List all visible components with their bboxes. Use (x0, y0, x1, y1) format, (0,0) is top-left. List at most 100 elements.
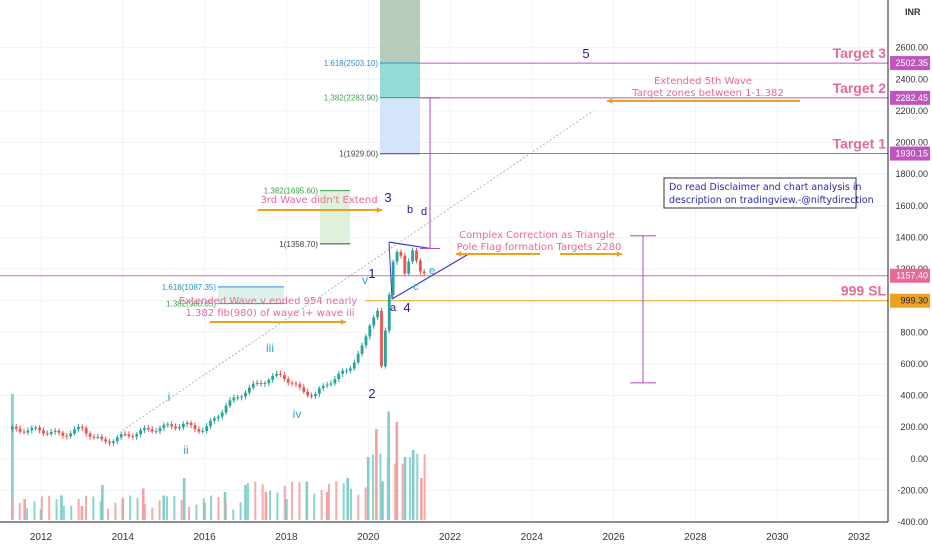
candle-body (259, 382, 263, 384)
time-tick-label: 2014 (112, 532, 135, 543)
fib-zone-1 (380, 97, 420, 154)
fib-level-label: 1.382(1695.60) (264, 187, 319, 196)
wave-label-major: 3 (384, 190, 391, 205)
candle-body (251, 383, 255, 388)
candle-body (84, 428, 88, 434)
volume-bar (80, 506, 84, 520)
volume-bar (305, 486, 308, 520)
wave-label-triangle: c (413, 281, 419, 293)
candle-body (360, 345, 364, 354)
time-tick-label: 2030 (766, 532, 789, 543)
candle-body (352, 362, 356, 369)
wave-label-minor: ii (183, 443, 188, 457)
volume-bar (188, 506, 191, 520)
grid (0, 0, 888, 523)
candle-body (158, 428, 162, 432)
annotation-correction-2: Pole Flag formation Targets 2280 (457, 242, 622, 253)
fib-zone-low (218, 286, 284, 304)
volume-bar (386, 457, 389, 520)
wave-label-triangle: d (421, 206, 427, 218)
candle-body (321, 385, 325, 389)
candle-body (92, 436, 96, 438)
candle-body (201, 430, 205, 432)
volume-bar (411, 450, 415, 520)
volume-bar (210, 495, 213, 520)
volume-bar (244, 485, 247, 520)
volume-bar (202, 498, 205, 520)
candle-body (61, 432, 65, 436)
time-tick-label: 2018 (275, 532, 298, 543)
volume-bar (151, 507, 154, 520)
annotation-5th-2: Target zones between 1-1.382 (631, 88, 783, 99)
candle-body (228, 400, 232, 406)
arrow-wave3-head (376, 207, 382, 213)
arrow-correction-left-head (456, 251, 462, 257)
fib-zones: 1.618(2503.10) 1.382(2283.90) 1(1929.00) 1.… (162, 0, 420, 309)
wave-label-triangle: b (407, 204, 413, 216)
disclaimer-line2: description on tradingview.-@niftydirect… (669, 195, 874, 206)
candle-body (282, 375, 286, 380)
candle-body (240, 396, 244, 398)
volume-bar (327, 483, 330, 520)
price-tick-label: 200.00 (900, 422, 928, 432)
candle-body (69, 433, 73, 437)
horizontal-levels (0, 62, 888, 302)
volume-bar (143, 503, 146, 520)
candle-body (193, 425, 197, 430)
volume-bar (372, 454, 375, 520)
candle-body (34, 427, 38, 429)
volume-bar (23, 499, 26, 520)
candle-body (104, 439, 108, 442)
volume-bar (342, 483, 345, 520)
price-tag-bg (890, 268, 930, 283)
volume-bar (276, 492, 279, 520)
fib-level-label: 1.382(980.65) (166, 300, 216, 309)
candle-body (325, 384, 329, 386)
price-tag-label: 999.30 (900, 296, 928, 306)
volume-bars (11, 394, 426, 520)
volume-bar (239, 502, 242, 520)
candle-body (290, 382, 294, 384)
candle-body (380, 310, 383, 367)
price-tick-label: 2000.00 (895, 138, 928, 148)
candle-body (135, 434, 139, 437)
volume-bar (285, 499, 288, 520)
volume-bar (11, 497, 14, 520)
candle-body (418, 260, 422, 272)
volume-bar (379, 453, 382, 520)
volume-bar (416, 453, 419, 520)
level-label: Target 1 (833, 136, 887, 152)
candle-body (189, 422, 193, 426)
candle-body (383, 330, 387, 367)
price-tick-label: 1400.00 (895, 232, 928, 242)
wave-label-major: 1 (368, 266, 375, 281)
candle-body (298, 384, 302, 388)
trend-line (122, 110, 594, 431)
drawings (122, 97, 800, 431)
candle-body (49, 432, 53, 434)
level-label: 999 SL (841, 283, 887, 299)
volume-bar (195, 504, 198, 520)
triangle-left (388, 242, 393, 300)
price-tag-label: 2282.45 (895, 93, 928, 103)
volume-bar (246, 482, 249, 520)
fib-level-label: 1.382(2283.90) (324, 94, 379, 103)
price-tag-label: 1930.15 (895, 149, 928, 159)
annotation-wave3: 3rd Wave didn't Extend (260, 195, 377, 206)
volume-bar (401, 463, 404, 520)
candle-body (127, 434, 131, 437)
candle-body (255, 382, 259, 384)
candle-body (174, 426, 177, 429)
volume-bar (261, 484, 264, 520)
fib-level-label: 1.618(1087.35) (162, 283, 217, 292)
volume-bar (114, 502, 117, 520)
volume-bar (55, 499, 58, 520)
candle-body (185, 422, 189, 424)
candle-body (220, 412, 224, 417)
candle-body (77, 426, 80, 430)
volume-bar (364, 487, 367, 520)
volume-bar (394, 463, 397, 520)
volume-bar (320, 489, 323, 520)
volume-bar (366, 457, 370, 520)
candle-body (279, 373, 282, 376)
